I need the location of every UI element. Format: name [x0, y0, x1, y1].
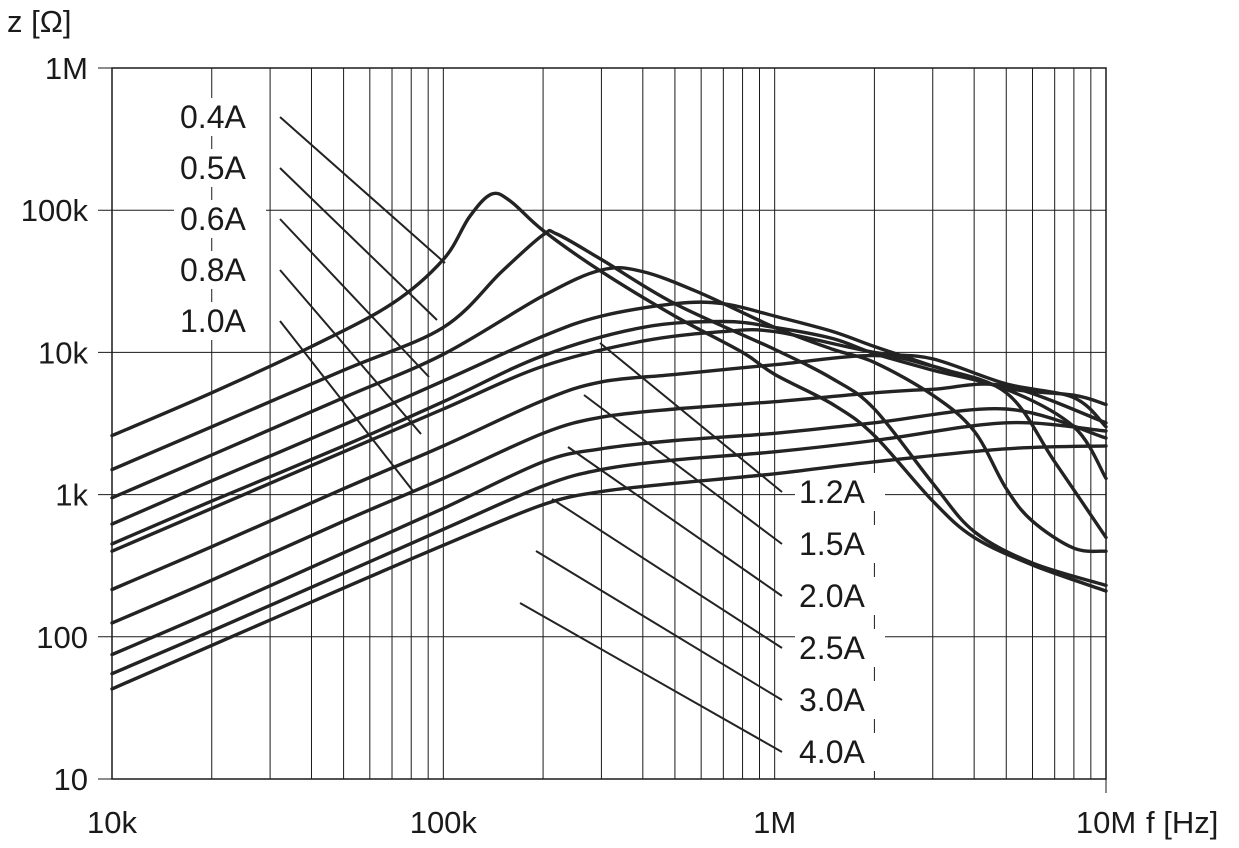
tick-label-background [0, 49, 96, 85]
label-background [174, 251, 266, 289]
x-tick-label: 1M [753, 805, 796, 840]
y-tick-label: 100 [36, 620, 88, 655]
tick-layer: 10 100 1k 10k 100k 1M 10k 100k 1M 10M [0, 49, 1136, 840]
label-background [174, 98, 266, 136]
series-label-1.0A: 1.0A [180, 303, 246, 339]
x-tick-label: 100k [410, 805, 478, 840]
series-line-2.5A [110, 406, 1108, 657]
tick-label-background [0, 475, 96, 512]
leader-line-3.0A [535, 550, 783, 701]
series-label-0.8A: 0.8A [180, 252, 246, 288]
leader-line-0.4A [279, 116, 446, 264]
series-line-1.5A [110, 353, 1108, 592]
label-background [795, 577, 885, 615]
series-line-0.5A [110, 228, 1108, 588]
series-line-4.0A [110, 444, 1108, 691]
tick-label-background [0, 617, 96, 654]
series-label-0.5A: 0.5A [180, 150, 246, 186]
y-tick-label: 100k [21, 193, 89, 228]
y-tick-label: 10k [38, 335, 88, 370]
leader-line-1.0A [279, 320, 414, 492]
series-label-1.5A: 1.5A [799, 526, 865, 562]
leader-line-1.2A [599, 342, 783, 493]
series-line-1.2A [110, 327, 1108, 553]
y-axis-label: z [Ω] [7, 4, 72, 39]
series-label-0.6A: 0.6A [180, 201, 246, 237]
series-line-0.6A [110, 265, 1108, 554]
leader-line-0.8A [279, 269, 422, 435]
leader-line-4.0A [519, 602, 783, 753]
label-background [795, 733, 885, 771]
leader-layer [279, 116, 783, 753]
label-background [174, 302, 266, 340]
label-background [795, 681, 885, 719]
series-label-1.2A: 1.2A [799, 474, 865, 510]
leader-line-0.5A [279, 167, 438, 321]
series-line-2.0A [110, 382, 1108, 625]
tick-label-background [0, 191, 96, 228]
leader-line-2.0A [567, 446, 783, 597]
label-layer: 0.4A 0.5A 0.6A 0.8A 1.0A 1.2A 1.5A 2.0A 2.5A 3.0A… [174, 98, 885, 771]
series-label-4.0A: 4.0A [799, 734, 865, 770]
leader-line-1.5A [583, 394, 783, 545]
x-tick-label: 10k [87, 805, 137, 840]
x-tick-label: 10M [1076, 805, 1136, 840]
label-background [174, 200, 266, 238]
leader-line-2.5A [551, 498, 783, 649]
y-tick-label: 10 [54, 762, 88, 797]
label-background [795, 629, 885, 667]
label-background [795, 525, 885, 563]
series-label-2.5A: 2.5A [799, 630, 865, 666]
series-label-2.0A: 2.0A [799, 578, 865, 614]
tick-label-background [0, 760, 96, 796]
series-label-3.0A: 3.0A [799, 682, 865, 718]
x-axis-label: f [Hz] [1146, 805, 1218, 840]
series-label-0.4A: 0.4A [180, 99, 246, 135]
leader-line-0.6A [279, 218, 430, 378]
label-background [174, 149, 266, 187]
y-tick-label: 1k [55, 478, 88, 513]
tick-label-background [0, 333, 96, 370]
label-background [795, 473, 885, 511]
y-tick-label: 1M [45, 51, 88, 86]
